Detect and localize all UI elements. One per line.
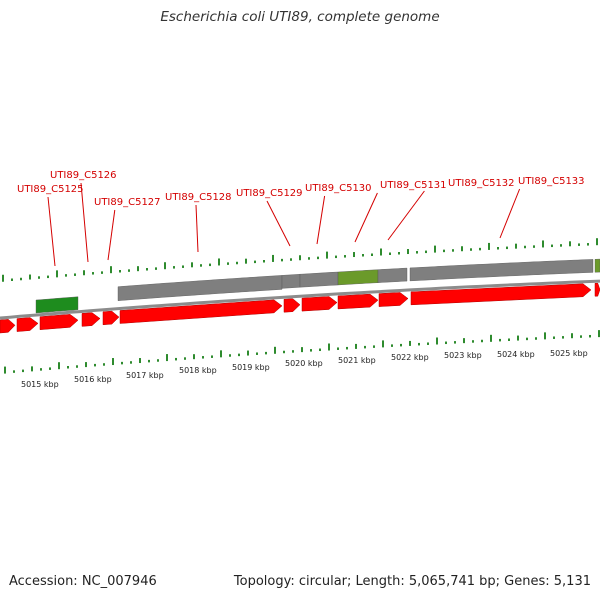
cds-arrow[interactable]: [337, 293, 379, 310]
kbp-tick-label: 5019 kbp: [232, 363, 270, 372]
genome-summary: Topology: circular; Length: 5,065,741 bp…: [233, 574, 591, 589]
gene-leader-line: [499, 188, 521, 239]
cds-arrow[interactable]: [102, 310, 120, 326]
gene-label[interactable]: UTI89_C5133: [518, 176, 585, 187]
gene-label[interactable]: UTI89_C5126: [50, 170, 117, 181]
kbp-tick-label: 5020 kbp: [285, 359, 323, 368]
cds-arrow[interactable]: [119, 299, 283, 324]
gene-leader-line: [387, 190, 425, 241]
kbp-tick-label: 5023 kbp: [444, 351, 482, 360]
cds-arrow[interactable]: [81, 312, 101, 327]
cds-arrow[interactable]: [0, 319, 16, 334]
kbp-tick-label: 5024 kbp: [497, 350, 535, 359]
gene-label[interactable]: UTI89_C5128: [165, 192, 232, 203]
feature-gray[interactable]: [377, 267, 408, 283]
gene-label[interactable]: UTI89_C5132: [448, 178, 515, 189]
cds-arrow[interactable]: [16, 317, 39, 332]
gene-label[interactable]: UTI89_C5129: [236, 188, 303, 199]
feature-gray[interactable]: [299, 271, 339, 288]
gc-content-track-upper: [2, 238, 598, 282]
gene-leader-line: [354, 192, 378, 243]
kbp-tick-label: 5016 kbp: [74, 375, 112, 384]
gene-leader-line: [107, 209, 116, 261]
kbp-tick-label: 5017 kbp: [126, 371, 164, 380]
kbp-tick-label: 5021 kbp: [338, 356, 376, 365]
gene-leader-line: [47, 196, 56, 267]
gene-label[interactable]: UTI89_C5125: [17, 184, 84, 195]
feature-olive[interactable]: [337, 269, 379, 286]
feature-track: [35, 258, 600, 314]
cds-arrow[interactable]: [283, 298, 301, 313]
feature-gray[interactable]: [117, 275, 283, 301]
feature-green[interactable]: [35, 296, 79, 314]
feature-olive[interactable]: [594, 258, 600, 273]
cds-track: [0, 282, 600, 334]
kbp-tick-labels: 5015 kbp 5016 kbp 5017 kbp 5018 kbp 5019 kbp…: [21, 349, 588, 389]
cds-arrow[interactable]: [410, 283, 592, 306]
gene-leader-line: [80, 182, 89, 263]
gene-label[interactable]: UTI89_C5131: [380, 180, 447, 191]
kbp-tick-label: 5018 kbp: [179, 366, 217, 375]
gc-content-track-lower: [4, 330, 600, 374]
accession-label: Accession: NC_007946: [9, 574, 157, 589]
genome-backbone: [0, 279, 600, 320]
cds-arrow[interactable]: [301, 296, 338, 312]
feature-gray[interactable]: [281, 273, 301, 289]
gene-leader-line: [266, 200, 291, 247]
gene-labels: UTI89_C5125 UTI89_C5126 UTI89_C5127 UTI89_C…: [17, 170, 585, 208]
gene-label[interactable]: UTI89_C5127: [94, 197, 161, 208]
kbp-tick-label: 5025 kbp: [550, 349, 588, 358]
gene-leader-line: [316, 195, 326, 245]
genome-backbone-line: [0, 279, 600, 320]
gene-leader-line: [195, 204, 199, 253]
cds-arrow[interactable]: [39, 314, 79, 330]
cds-arrow[interactable]: [378, 292, 409, 307]
kbp-tick-label: 5015 kbp: [21, 380, 59, 389]
kbp-tick-label: 5022 kbp: [391, 353, 429, 362]
cds-arrow[interactable]: [594, 282, 600, 297]
feature-gray[interactable]: [409, 259, 594, 282]
genome-title: Escherichia coli UTI89, complete genome: [160, 9, 440, 25]
gene-label[interactable]: UTI89_C5130: [305, 183, 372, 194]
gene-label-leaders: [47, 182, 521, 267]
